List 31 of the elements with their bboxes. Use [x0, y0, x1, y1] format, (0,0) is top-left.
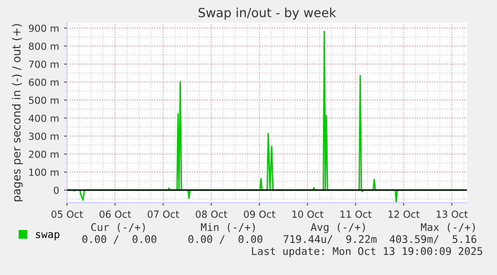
y-tick-label: 100 m: [29, 168, 59, 176]
text: Min (-/+): [200, 222, 255, 232]
x-tick-label: 12 Oct: [388, 210, 420, 218]
y-tick-label: 800 m: [28, 42, 59, 50]
y-tick-label: 200 m: [28, 150, 59, 158]
legend-label: swap: [36, 232, 60, 240]
y-tick-label: 600 m: [28, 78, 59, 86]
x-tick-label: 07 Oct: [148, 210, 180, 218]
x-tick-label: 13 Oct: [436, 210, 468, 218]
x-tick-label: 11 Oct: [340, 210, 372, 218]
x-tick-label: 08 Oct: [196, 210, 228, 218]
y-tick-label: 700 m: [29, 60, 59, 68]
y-tick-label: 900 m: [28, 24, 59, 32]
chart-title: Swap in/out - by week: [198, 8, 336, 20]
y-tick-label: 500 m: [28, 96, 59, 104]
text: 719.44u/ 9.22m: [284, 235, 377, 244]
x-tick-label: 10 Oct: [292, 210, 324, 218]
text: 0.00 / 0.00: [82, 235, 156, 244]
x-tick-label: 05 Oct: [52, 210, 83, 218]
x-tick-label: 06 Oct: [100, 210, 131, 218]
text: Cur (-/+): [91, 223, 145, 232]
text: 0.00 / 0.00: [188, 235, 262, 244]
text: Avg (-/+): [310, 222, 365, 234]
text: 403.59m/ 5.16: [390, 235, 476, 244]
y-axis-title: pages per second in (-) / out (+): [12, 24, 23, 202]
y-tick-label: 400 m: [28, 114, 59, 122]
text: Last update: Mon Oct 13 19:00:09 2025: [252, 246, 482, 258]
y-tick-label: 0: [54, 186, 59, 194]
x-tick-label: 09 Oct: [244, 210, 276, 218]
y-tick-label: 300 m: [28, 132, 59, 140]
text: Max (-/+): [420, 223, 475, 232]
